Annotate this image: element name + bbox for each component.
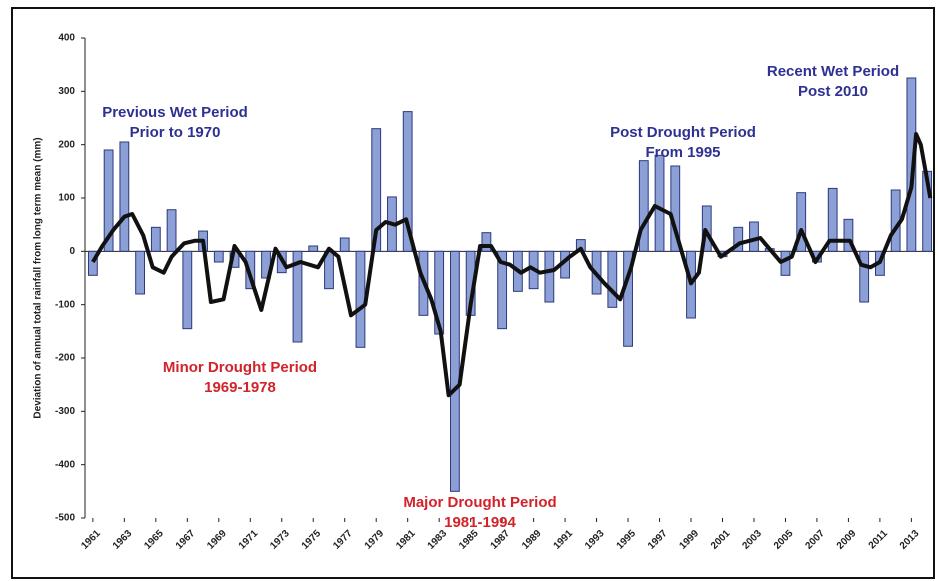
bar — [213, 250, 224, 263]
x-tick-label: 2003 — [740, 528, 764, 552]
x-tick-label: 1997 — [646, 528, 670, 552]
x-tick-label: 1963 — [111, 528, 135, 552]
bar — [87, 250, 98, 276]
y-tick-label: 200 — [58, 139, 75, 150]
annotation-line: Post 2010 — [798, 83, 868, 100]
x-tick-label: 2009 — [835, 528, 859, 552]
x-tick-label: 1961 — [79, 528, 103, 552]
bar — [339, 237, 350, 252]
annotation-line: Previous Wet Period — [102, 104, 248, 121]
bar — [355, 250, 366, 348]
x-tick-label: 1969 — [205, 528, 229, 552]
bar — [150, 226, 161, 252]
bar — [733, 226, 744, 252]
annotation: Previous Wet Period Prior to 1970 — [102, 104, 248, 141]
bar — [402, 111, 413, 252]
x-tick-label: 1967 — [174, 528, 198, 552]
x-tick-label: 1995 — [615, 528, 639, 552]
annotation-line: 1969-1978 — [204, 379, 276, 396]
bar — [103, 149, 114, 252]
y-tick-label: 0 — [69, 246, 75, 257]
bar — [654, 154, 665, 252]
x-tick-label: 1987 — [489, 528, 513, 552]
x-tick-label: 1965 — [142, 528, 166, 552]
y-tick-label: 100 — [58, 193, 75, 204]
x-tick-label: 1989 — [520, 528, 544, 552]
annotation: Minor Drought Period 1969-1978 — [163, 359, 317, 396]
annotation-line: Major Drought Period — [403, 494, 556, 511]
y-tick-label: -500 — [55, 513, 75, 524]
bar — [623, 250, 633, 347]
x-tick-label: 2001 — [709, 528, 733, 552]
bar — [166, 209, 177, 252]
bar — [481, 232, 492, 252]
bar — [497, 250, 508, 330]
x-tick-label: 1985 — [457, 528, 481, 552]
annotation: Recent Wet Period Post 2010 — [767, 63, 899, 100]
x-tick-label: 1981 — [394, 528, 418, 552]
bar — [796, 192, 807, 252]
x-tick-label: 1979 — [363, 528, 387, 552]
bar — [701, 205, 712, 252]
x-tick-label: 2013 — [898, 528, 922, 552]
x-tick-label: 1975 — [300, 528, 324, 552]
bar — [182, 250, 193, 330]
x-tick-label: 2011 — [867, 528, 890, 551]
smoothed-line — [91, 132, 933, 398]
bar — [670, 165, 681, 252]
bar — [749, 221, 759, 252]
annotation-line: From 1995 — [645, 144, 720, 161]
x-tick-label: 1999 — [677, 528, 701, 552]
bar — [827, 187, 838, 252]
y-tick-label: -300 — [55, 406, 75, 417]
y-tick-label: -200 — [55, 353, 75, 364]
x-tick-label: 1971 — [237, 528, 261, 552]
x-tick-label: 1983 — [426, 528, 450, 552]
y-tick-label: -100 — [55, 299, 75, 310]
y-axis-label: Deviation of annual total rainfall from … — [33, 137, 44, 418]
annotation-line: Recent Wet Period — [767, 63, 899, 80]
annotation-line: Prior to 1970 — [130, 124, 221, 141]
bar — [450, 250, 460, 492]
annotation-line: Minor Drought Period — [163, 359, 317, 376]
annotation: Major Drought Period 1981-1994 — [403, 494, 556, 531]
x-tick-label: 1993 — [583, 528, 607, 552]
x-tick-label: 1973 — [268, 528, 292, 552]
bar — [135, 250, 145, 295]
bar — [308, 245, 319, 252]
y-tick-label: 300 — [58, 86, 75, 97]
bar — [638, 160, 649, 252]
y-tick-label: -400 — [55, 459, 75, 470]
frame — [11, 7, 935, 579]
bar — [292, 250, 303, 343]
bar — [544, 250, 555, 303]
x-tick-label: 1991 — [552, 528, 576, 552]
annotation: Post Drought Period From 1995 — [610, 124, 756, 161]
x-tick-label: 1977 — [331, 528, 355, 552]
bar — [843, 218, 854, 252]
x-tick-label: 2005 — [772, 528, 796, 552]
annotation-line: Post Drought Period — [610, 124, 756, 141]
y-tick-label: 400 — [58, 33, 75, 44]
bar — [607, 250, 618, 308]
bar — [371, 128, 382, 252]
x-tick-label: 2007 — [803, 528, 827, 552]
annotation-line: 1981-1994 — [444, 514, 516, 531]
bar — [859, 250, 870, 303]
bar — [119, 141, 130, 252]
